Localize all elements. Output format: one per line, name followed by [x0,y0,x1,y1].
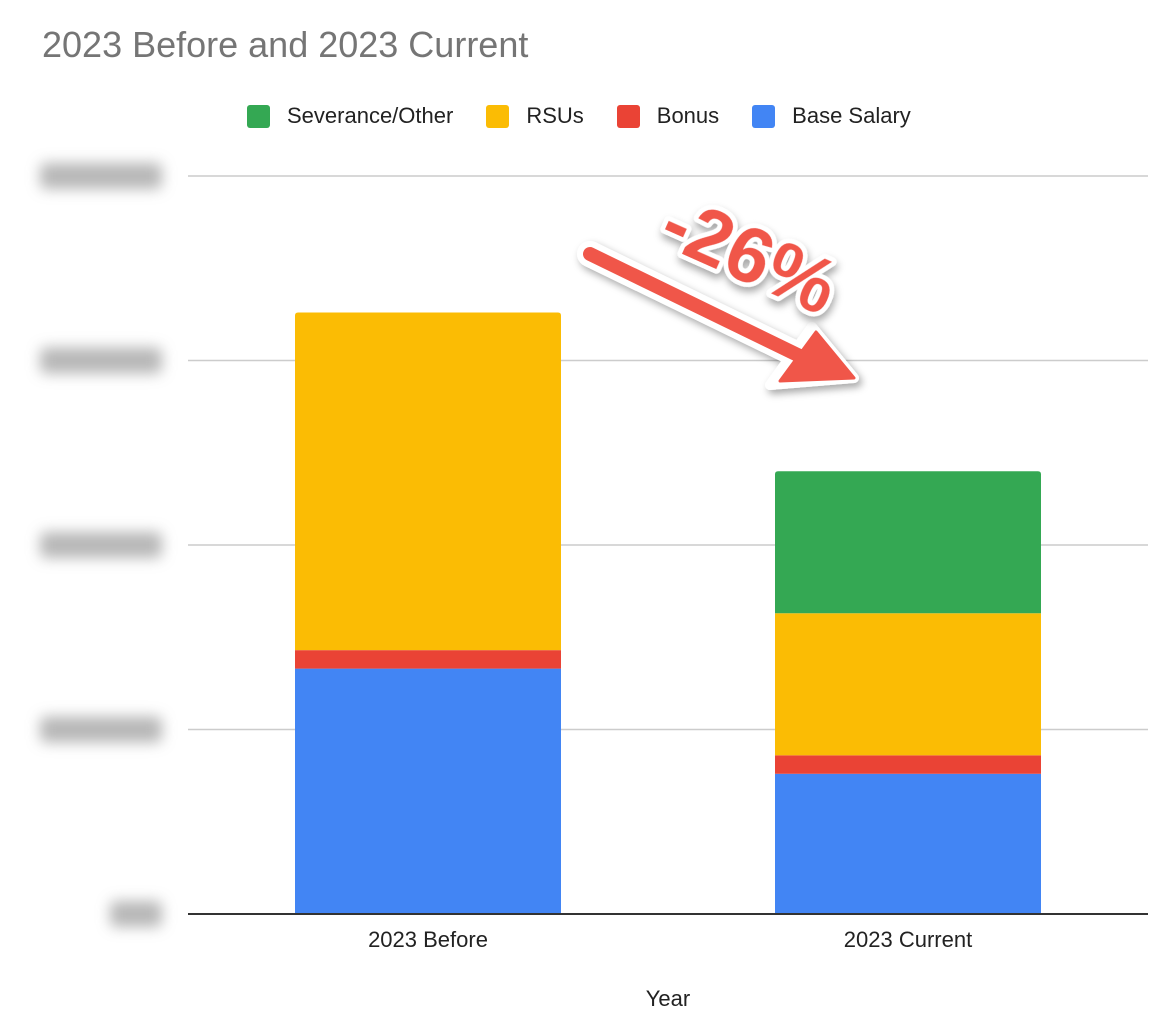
legend-swatch [486,104,510,128]
x-tick-label: 2023 Before [368,927,488,952]
bar-2023-current-rsus [775,613,1041,756]
annotation: -26% [577,173,859,390]
legend-swatch [752,104,776,128]
y-tick-label-obscured [110,901,162,927]
legend-item-severance-other: Severance/Other [247,103,453,129]
legend-item-base-salary: Base Salary [752,103,911,129]
bar-2023-current-severance-other [775,471,1041,614]
x-axis-label: Year [646,986,690,1011]
bar-2023-before-rsus [295,312,561,651]
bar-2023-current-base-salary [775,773,1041,914]
y-tick-label-obscured [40,716,162,743]
legend-label: RSUs [526,103,584,128]
legend-label: Bonus [656,103,720,128]
legend-item-bonus: Bonus [616,103,720,129]
legend-label: Base Salary [792,103,911,128]
arrow-down-right-icon [577,241,859,390]
legend-swatch [616,104,640,128]
legend: Severance/Other RSUs Bonus Base Salary [247,100,944,132]
chart-title: 2023 Before and 2023 Current [42,24,529,65]
y-tick-label-obscured [40,532,162,558]
bar-2023-before-bonus [295,650,561,669]
legend-label: Severance/Other [287,103,454,128]
x-tick-label: 2023 Current [844,927,972,952]
y-tick-label-obscured [40,347,162,374]
bar-2023-before-base-salary [295,668,561,914]
legend-item-rsus: RSUs [486,103,584,129]
legend-swatch [247,104,270,128]
bar-2023-current-bonus [775,755,1041,774]
y-tick-label-obscured [40,163,162,189]
